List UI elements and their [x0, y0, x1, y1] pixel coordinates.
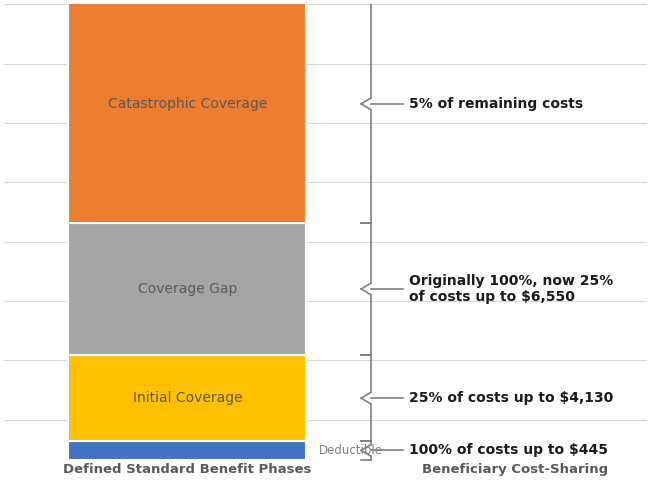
Text: 5% of remaining costs: 5% of remaining costs: [410, 97, 583, 111]
Text: Catastrophic Coverage: Catastrophic Coverage: [108, 97, 267, 111]
Text: 100% of costs up to $445: 100% of costs up to $445: [410, 443, 608, 457]
Bar: [68, 355, 307, 441]
Text: Initial Coverage: Initial Coverage: [132, 391, 242, 405]
Bar: [68, 0, 307, 223]
Text: Beneficiary Cost-Sharing: Beneficiary Cost-Sharing: [422, 464, 608, 476]
Text: 25% of costs up to $4,130: 25% of costs up to $4,130: [410, 391, 614, 405]
Bar: [68, 223, 307, 355]
Text: Coverage Gap: Coverage Gap: [138, 282, 237, 296]
Text: Defined Standard Benefit Phases: Defined Standard Benefit Phases: [63, 464, 312, 476]
Text: Originally 100%, now 25%
of costs up to $6,550: Originally 100%, now 25% of costs up to …: [410, 274, 614, 304]
Text: Deductible: Deductible: [319, 444, 383, 457]
Bar: [68, 441, 307, 460]
